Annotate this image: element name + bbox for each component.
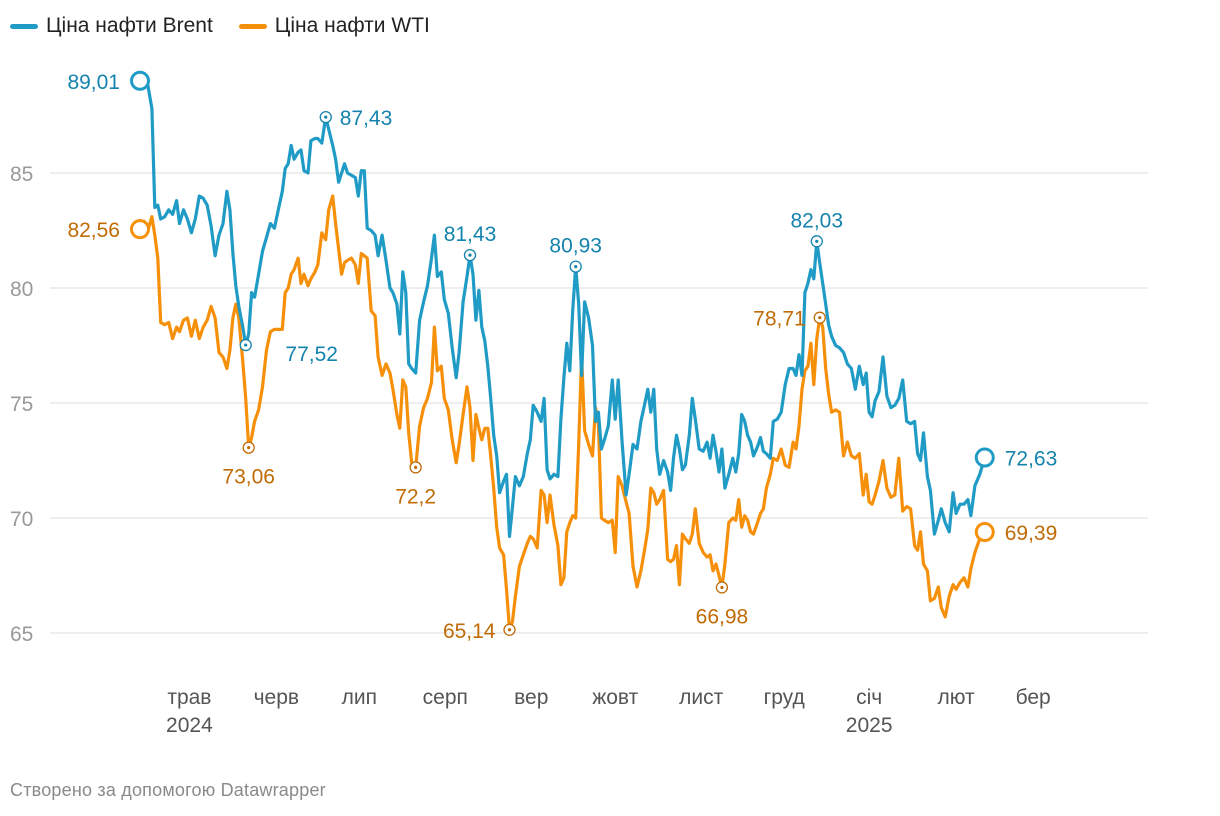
data-label-brent-82-03: 82,03 — [790, 209, 843, 232]
series-line-brent — [138, 72, 987, 538]
legend-item-wti[interactable]: Ціна нафти WTI — [238, 14, 430, 38]
data-label-brent-80-93: 80,93 — [549, 235, 602, 258]
marker-dot-brent-3 — [468, 253, 472, 257]
x-tick-label-вер: вер — [514, 686, 548, 709]
x-tick-label-трав: трав — [167, 686, 211, 709]
marker-dot-brent-1 — [244, 343, 248, 347]
data-label-wti-69-39: 69,39 — [1005, 522, 1058, 545]
data-label-wti-82-56: 82,56 — [67, 219, 120, 242]
marker-dot-brent-5 — [815, 239, 819, 243]
x-tick-label-лют: лют — [938, 686, 976, 709]
marker-dot-wti-11 — [720, 585, 724, 590]
data-label-wti-66-98: 66,98 — [696, 605, 749, 628]
annotation-layer: 89,01 77,52 87,43 81,43 80,93 82,03 72,63 82,56… — [67, 70, 1058, 643]
x-tick-label-лип: лип — [342, 686, 377, 709]
x-tick-label-січ: січ — [856, 686, 882, 709]
x-tick-year-2025: 2025 — [846, 714, 893, 737]
data-label-brent-72-63: 72,63 — [1005, 448, 1058, 471]
marker-brent-0 — [130, 70, 150, 91]
legend-swatch-brent — [10, 23, 38, 29]
marker-dot-wti-8 — [247, 446, 251, 450]
data-label-wti-78-71: 78,71 — [753, 308, 806, 331]
data-label-brent-77-52: 77,52 — [285, 343, 338, 366]
legend: Ціна нафти Brent Ціна нафти WTI — [10, 14, 430, 38]
y-tick-label-70: 70 — [10, 508, 33, 531]
x-tick-year-2024: 2024 — [166, 714, 213, 737]
grid-layer: 65 70 75 80 85 — [10, 163, 1148, 646]
x-tick-label-жовт: жовт — [592, 686, 638, 709]
y-tick-label-75: 75 — [10, 393, 33, 416]
marker-dot-wti-12 — [818, 316, 822, 320]
legend-swatch-wti — [238, 23, 267, 29]
footer-credit: Створено за допомогою Datawrapper — [10, 780, 326, 800]
data-label-brent-81-43: 81,43 — [444, 223, 497, 246]
data-label-wti-72-2: 72,2 — [395, 485, 436, 508]
marker-dot-brent-4 — [574, 265, 578, 269]
data-label-wti-73-06: 73,06 — [222, 466, 275, 489]
x-tick-label-черв: черв — [254, 686, 299, 709]
y-tick-label-80: 80 — [10, 278, 33, 301]
x-tick-label-лист: лист — [679, 686, 723, 709]
x-tick-label-бер: бер — [1016, 686, 1051, 709]
marker-wti-7 — [130, 219, 150, 240]
marker-dot-wti-9 — [414, 465, 418, 469]
data-label-brent-87-43: 87,43 — [340, 107, 393, 130]
x-tick-label-груд: груд — [764, 686, 805, 709]
data-label-wti-65-14: 65,14 — [443, 620, 496, 643]
legend-label-wti: Ціна нафти WTI — [274, 14, 430, 37]
series-layer — [138, 72, 987, 632]
x-tick-label-серп: серп — [423, 686, 468, 709]
series-line-wti — [138, 194, 987, 632]
y-tick-label-65: 65 — [10, 623, 33, 646]
marker-brent-6 — [974, 447, 995, 468]
legend-item-brent[interactable]: Ціна нафти Brent — [10, 14, 213, 38]
x-axis: трав 2024 черв лип серп вер жовт лист груд січ 202… — [166, 686, 1051, 737]
data-label-brent-89-01: 89,01 — [67, 71, 120, 94]
marker-wti-13 — [974, 522, 995, 543]
marker-dot-wti-10 — [507, 628, 512, 632]
marker-dot-brent-2 — [324, 115, 328, 119]
y-tick-label-85: 85 — [10, 163, 33, 186]
legend-label-brent: Ціна нафти Brent — [46, 14, 213, 37]
